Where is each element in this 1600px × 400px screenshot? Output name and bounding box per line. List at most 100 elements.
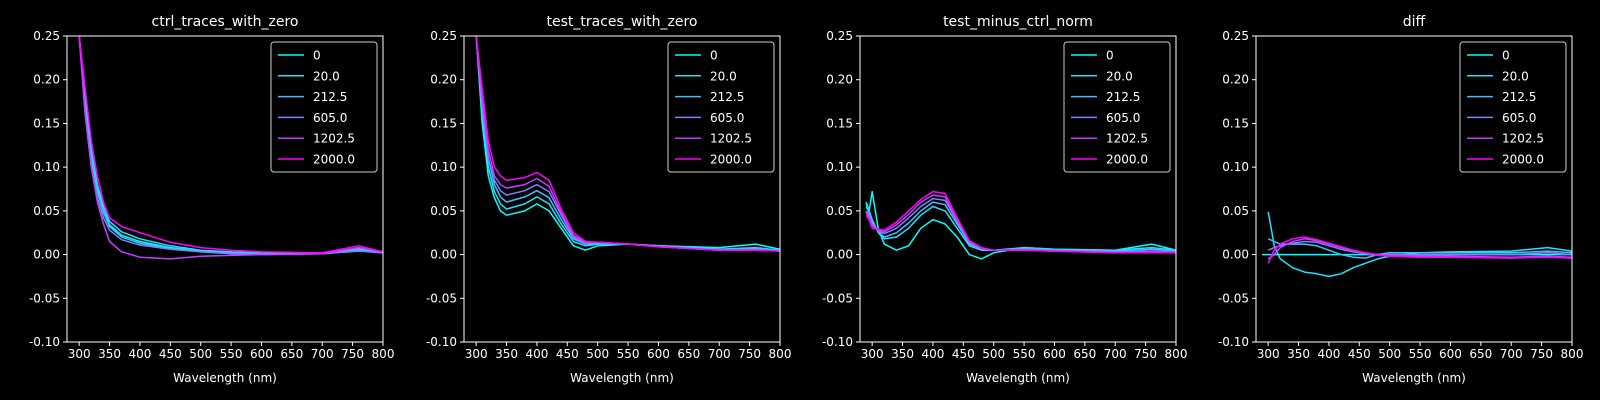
x-tick-label: 800	[372, 347, 395, 361]
legend-entry: 212.5	[1502, 90, 1536, 104]
legend-box	[1063, 41, 1171, 173]
y-tick-label: 0.25	[430, 29, 457, 43]
y-tick-label: 0.00	[1222, 248, 1249, 262]
legend-entry: 1202.5	[710, 132, 752, 146]
y-tick-label: 0.10	[33, 160, 60, 174]
x-tick-label: 500	[586, 347, 609, 361]
x-axis-label: Wavelength (nm)	[1362, 371, 1466, 385]
chart-panel-1: 300 350 400 450 500 550 600 650 700 750 800 -0.10 -0…	[426, 14, 792, 385]
x-axis-label: Wavelength (nm)	[570, 371, 674, 385]
y-tick-label: 0.05	[33, 204, 60, 218]
x-tick-label: 600	[1043, 347, 1066, 361]
x-tick-label: 350	[1287, 347, 1310, 361]
x-tick-label: 400	[921, 347, 944, 361]
series-line-3	[865, 197, 1176, 253]
y-tick-label: 0.20	[430, 73, 457, 87]
y-tick-label: -0.05	[426, 291, 457, 305]
legend-entry: 605.0	[1106, 111, 1140, 125]
chart-title: diff	[1403, 14, 1426, 30]
y-tick-label: 0.25	[826, 29, 853, 43]
series-group	[1262, 211, 1572, 278]
x-tick-label: 450	[1348, 347, 1371, 361]
legend-entry: 1202.5	[313, 132, 355, 146]
legend-entry: 20.0	[313, 69, 340, 83]
legend-entry: 605.0	[313, 111, 347, 125]
x-tick-label: 400	[128, 347, 151, 361]
legend-entry: 2000.0	[1502, 153, 1544, 167]
legend-box	[270, 41, 378, 173]
x-tick-label: 650	[677, 347, 700, 361]
x-tick-label: 750	[1530, 347, 1553, 361]
axes-frame	[66, 35, 384, 343]
x-tick-label: 550	[1409, 347, 1432, 361]
y-tick-label: 0.20	[826, 73, 853, 87]
x-tick-label: 600	[250, 347, 273, 361]
x-tick-label: 350	[891, 347, 914, 361]
chart-panel-3: 300 350 400 450 500 550 600 650 700 750 800 -0.10 -0…	[1218, 14, 1584, 385]
x-tick-label: 700	[1104, 347, 1127, 361]
legend-entry: 1202.5	[1106, 132, 1148, 146]
series-line-4	[78, 36, 383, 260]
y-tick-label: 0.15	[826, 116, 853, 130]
x-tick-label: 300	[1257, 347, 1280, 361]
x-tick-label: 650	[280, 347, 303, 361]
y-tick-label: -0.10	[426, 335, 457, 349]
legend-entry: 0	[1502, 49, 1510, 63]
series-line-5	[475, 36, 780, 252]
x-tick-label: 500	[1378, 347, 1401, 361]
axes-frame	[859, 35, 1177, 343]
chart-title: ctrl_traces_with_zero	[152, 14, 299, 30]
y-tick-label: 0.00	[33, 248, 60, 262]
x-tick-label: 450	[952, 347, 975, 361]
x-tick-label: 550	[220, 347, 243, 361]
series-group	[78, 36, 383, 260]
y-tick-label: 0.10	[826, 160, 853, 174]
y-tick-label: 0.00	[826, 248, 853, 262]
y-tick-label: 0.20	[1222, 73, 1249, 87]
axes-frame	[1255, 35, 1573, 343]
y-tick-label: -0.10	[822, 335, 853, 349]
y-tick-label: 0.05	[826, 204, 853, 218]
y-tick-label: 0.25	[33, 29, 60, 43]
x-tick-label: 350	[495, 347, 518, 361]
legend: 0 20.0 212.5 605.0 1202.5 2000.0	[1063, 41, 1171, 173]
series-group	[865, 190, 1176, 260]
x-tick-label: 600	[1439, 347, 1462, 361]
legend: 0 20.0 212.5 605.0 1202.5 2000.0	[667, 41, 775, 173]
x-tick-label: 450	[556, 347, 579, 361]
y-tick-label: 0.20	[33, 73, 60, 87]
legend-entry: 212.5	[1106, 90, 1140, 104]
x-tick-label: 500	[982, 347, 1005, 361]
x-tick-label: 300	[465, 347, 488, 361]
series-line-5	[78, 36, 383, 254]
series-line-4	[1267, 238, 1572, 260]
series-line-5	[865, 190, 1176, 254]
y-tick-label: 0.25	[1222, 29, 1249, 43]
legend: 0 20.0 212.5 605.0 1202.5 2000.0	[270, 41, 378, 173]
x-tick-label: 550	[617, 347, 640, 361]
legend-entry: 2000.0	[313, 153, 355, 167]
x-tick-label: 450	[159, 347, 182, 361]
y-tick-label: 0.05	[1222, 204, 1249, 218]
x-tick-label: 300	[68, 347, 91, 361]
x-tick-label: 300	[861, 347, 884, 361]
x-tick-label: 800	[1561, 347, 1584, 361]
chart-title: test_minus_ctrl_norm	[943, 14, 1093, 30]
legend-entry: 0	[313, 49, 321, 63]
y-tick-label: -0.05	[822, 291, 853, 305]
series-group	[475, 36, 780, 252]
y-tick-label: 0.05	[430, 204, 457, 218]
legend-entry: 20.0	[1106, 69, 1133, 83]
x-tick-label: 800	[769, 347, 792, 361]
x-tick-label: 700	[311, 347, 334, 361]
chart-title: test_traces_with_zero	[547, 14, 698, 30]
y-tick-label: 0.00	[430, 248, 457, 262]
legend-box	[667, 41, 775, 173]
x-tick-label: 550	[1013, 347, 1036, 361]
y-tick-label: 0.15	[33, 116, 60, 130]
x-tick-label: 750	[341, 347, 364, 361]
legend-entry: 0	[1106, 49, 1114, 63]
x-tick-label: 350	[98, 347, 121, 361]
chart-panel-2: 300 350 400 450 500 550 600 650 700 750 800 -0.10 -0…	[822, 14, 1188, 385]
